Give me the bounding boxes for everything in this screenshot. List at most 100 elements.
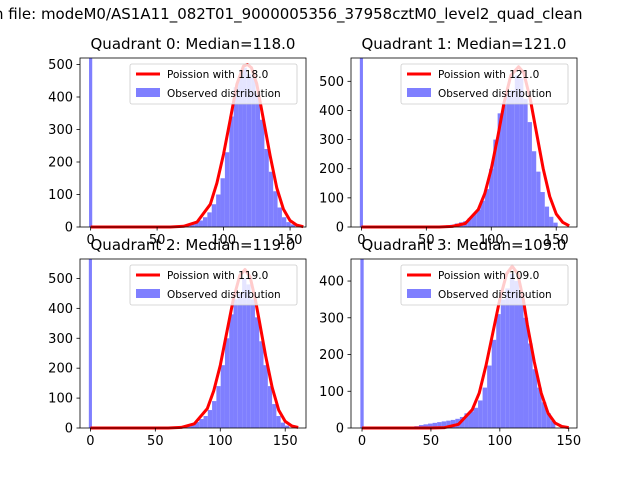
histogram-bar: [272, 404, 277, 428]
histogram-bar: [246, 74, 252, 227]
x-tick-label: 50: [149, 233, 166, 248]
y-tick-label: 500: [48, 58, 73, 73]
histogram-bar: [467, 218, 472, 227]
histogram-bar: [238, 77, 243, 227]
histogram-bar: [518, 295, 524, 428]
histogram-bar: [505, 288, 510, 428]
histogram-bar: [199, 419, 204, 428]
histogram-bar-zero: [359, 58, 363, 227]
histogram-bar: [290, 224, 296, 227]
y-tick-label: 200: [319, 348, 344, 363]
histogram-bar: [194, 222, 199, 227]
histogram-bar: [478, 400, 483, 428]
histogram-bar: [246, 284, 251, 428]
y-tick-label: 300: [319, 133, 344, 148]
y-tick-label: 300: [48, 123, 73, 138]
histogram-bar: [500, 299, 506, 428]
y-tick-label: 200: [48, 156, 73, 171]
y-tick-label: 400: [319, 275, 344, 290]
y-tick-label: 100: [48, 188, 73, 203]
histogram-bar: [237, 293, 243, 428]
histogram-bar: [251, 77, 256, 227]
x-tick-label: 100: [208, 434, 233, 449]
y-tick-label: 0: [65, 422, 73, 437]
panel-quadrant-0: 0 50 100 150 0 100 200 300 400 500 Quadrant 0: Med…: [48, 35, 307, 248]
histogram-bar: [496, 314, 501, 428]
histogram-bar: [523, 98, 528, 227]
y-tick-label: 100: [319, 191, 344, 206]
x-tick-label: 100: [479, 233, 504, 248]
x-tick-label: 150: [556, 434, 581, 449]
histogram-bar: [491, 339, 497, 428]
legend-box: [400, 63, 569, 105]
histogram-bar: [537, 387, 542, 428]
legend-box: [129, 63, 298, 105]
histogram-bar: [531, 151, 537, 227]
axes-frame: [79, 57, 307, 228]
chart-title: Quadrant 2: Median=119.0: [91, 236, 296, 254]
chart-title: Quadrant 1: Median=121.0: [362, 35, 567, 53]
x-tick-label: 150: [544, 233, 569, 248]
histogram-bar: [546, 413, 551, 428]
histogram-bar: [423, 424, 429, 428]
histogram-bar: [510, 90, 515, 227]
histogram-bar: [255, 93, 261, 227]
legend-swatch-hist: [136, 289, 160, 298]
histogram-bar: [216, 194, 221, 227]
histogram-bar: [476, 209, 481, 227]
histogram-bar: [284, 425, 290, 428]
histogram-bar: [263, 365, 268, 428]
histogram-bar: [264, 149, 269, 227]
histogram-bar: [540, 192, 545, 227]
y-tick-label: 0: [336, 422, 344, 437]
axes-frame: [79, 258, 307, 429]
x-tick-label: 0: [86, 434, 94, 449]
histogram-bar: [428, 423, 433, 428]
histogram-bar: [482, 387, 488, 428]
histogram-bar: [259, 341, 264, 428]
legend-label-hist: Observed distribution: [438, 289, 552, 301]
x-tick-label: 50: [418, 233, 435, 248]
y-tick-label: 400: [48, 302, 73, 317]
x-tick-label: 150: [278, 233, 303, 248]
histogram-bar: [544, 206, 550, 227]
chart-title: Quadrant 3: Median=109.0: [362, 236, 567, 254]
histogram-bar: [437, 422, 442, 428]
histogram-bar: [190, 423, 195, 428]
histogram-bar: [267, 386, 273, 428]
y-tick-label: 100: [319, 385, 344, 400]
histogram-bar: [220, 178, 225, 227]
x-tick-label: 50: [423, 434, 440, 449]
histogram-bar-zero: [88, 259, 92, 428]
y-tick-label: 200: [319, 162, 344, 177]
histogram-bar: [519, 78, 524, 228]
histogram-bar: [286, 222, 291, 227]
histogram-bar: [242, 278, 247, 428]
histogram-bar: [480, 200, 485, 227]
panel-quadrant-1: 0 50 100 150 0 100 200 300 400 500 Quadrant 1: Med…: [319, 35, 578, 248]
y-tick-label: 100: [48, 392, 73, 407]
x-tick-label: 100: [487, 434, 512, 449]
histogram-bar: [484, 189, 490, 227]
x-tick-label: 50: [147, 434, 164, 449]
histogram-bar: [194, 422, 200, 428]
histogram-bar: [202, 217, 208, 227]
histogram-bar: [277, 207, 282, 227]
x-tick-label: 100: [211, 233, 236, 248]
histogram-bar: [229, 314, 234, 428]
y-tick-label: 0: [336, 221, 344, 236]
legend-swatch-hist: [136, 88, 160, 97]
histogram-bar: [216, 386, 221, 428]
histogram-bar: [273, 191, 278, 227]
histogram-bar: [506, 92, 511, 227]
histogram-bar: [541, 402, 547, 428]
axes-frame: [350, 57, 578, 228]
histogram-bar: [224, 152, 230, 227]
histogram-bar: [489, 168, 494, 227]
histogram-bar-zero: [89, 58, 93, 227]
x-tick-label: 0: [86, 233, 94, 248]
legend-label-fit: Poission with 121.0: [438, 69, 539, 81]
legend-label-hist: Observed distribution: [167, 88, 281, 100]
